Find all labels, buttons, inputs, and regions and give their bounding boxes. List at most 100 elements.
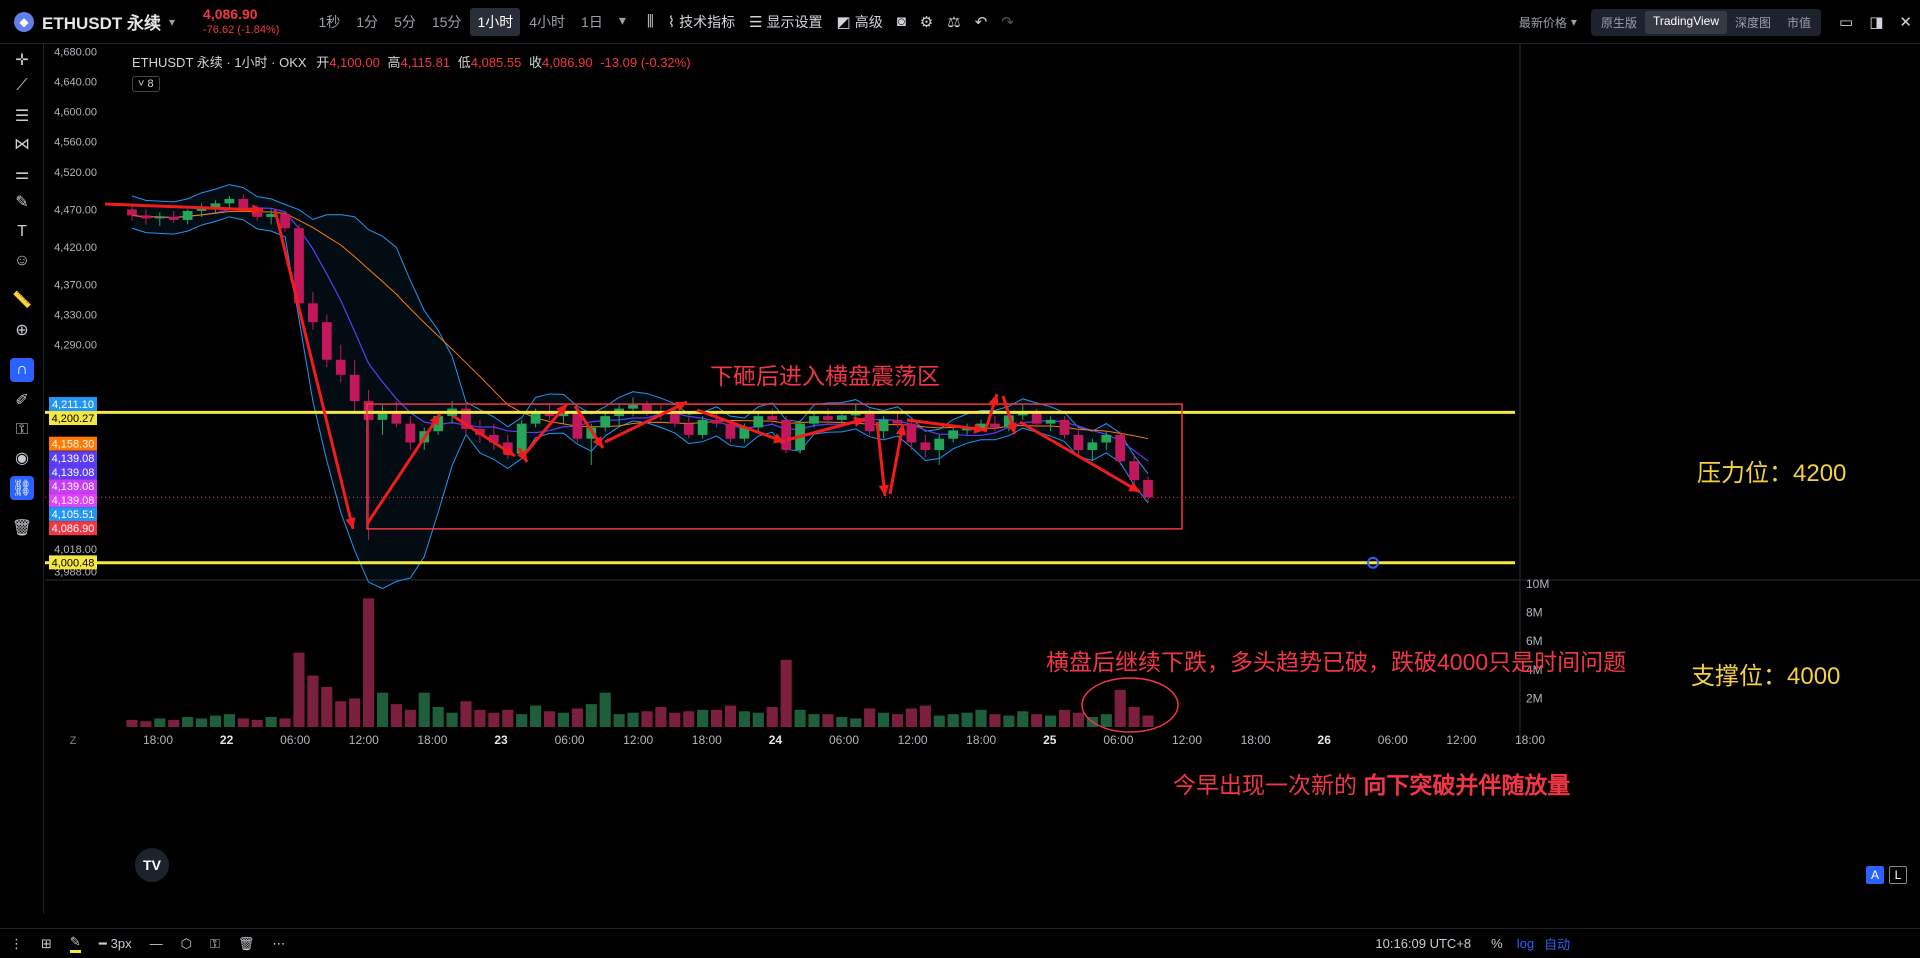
- layout-icon[interactable]: ⊞: [41, 935, 52, 951]
- indicators-button[interactable]: ⌇ 技术指标: [668, 12, 735, 32]
- arrow-head: [675, 402, 687, 412]
- fib-icon[interactable]: ☰: [14, 108, 30, 125]
- candle-type-button[interactable]: ⫼: [647, 13, 654, 30]
- lock-drawing-icon[interactable]: ✐: [15, 392, 29, 409]
- candle-body: [1017, 412, 1028, 416]
- interval-more-chevron-icon[interactable]: ▾: [618, 11, 626, 28]
- symbol-name[interactable]: ETHUSDT 永续: [42, 14, 161, 33]
- collapse-icon[interactable]: ◨: [1869, 14, 1884, 31]
- chevron-down-icon[interactable]: ▾: [1570, 15, 1577, 29]
- view-marketcap[interactable]: 市值: [1787, 15, 1812, 30]
- more-icon[interactable]: ⋯: [272, 935, 286, 951]
- view-switcher: 原生版 TradingView 深度图 市值: [1590, 8, 1822, 36]
- volume-bar: [599, 692, 611, 727]
- auto-toggle[interactable]: 自动: [1544, 937, 1571, 952]
- time-tick-label: 12:00: [349, 733, 379, 747]
- crosshair-icon[interactable]: ✛: [15, 52, 29, 69]
- interval-1s[interactable]: 1秒: [318, 13, 341, 30]
- interval-5m[interactable]: 5分: [394, 13, 416, 30]
- volume-bar: [669, 712, 681, 727]
- drag-handle-icon[interactable]: ⋮: [10, 935, 23, 951]
- price-chart[interactable]: 4,680.00 4,640.00 4,600.00 4,560.00 4,520.00…: [45, 44, 1920, 928]
- volume-bar: [390, 704, 402, 727]
- view-depth[interactable]: 深度图: [1735, 15, 1772, 30]
- price-tick-label: 4,640.00: [54, 77, 97, 89]
- price-tag: [49, 521, 97, 536]
- position-icon[interactable]: ⚌: [14, 166, 30, 183]
- top-right-controls: 最新价格 ▾ 原生版 TradingView 深度图 市值 ▭ ◨ ✕: [1519, 0, 1920, 44]
- chevron-down-icon[interactable]: ▾: [169, 14, 176, 29]
- volume-bar: [195, 718, 208, 727]
- last-price: 4,086.90: [203, 5, 258, 22]
- line-style-icon[interactable]: —: [149, 936, 163, 951]
- trend-arrow: [365, 413, 442, 525]
- lock-icon[interactable]: ⚿: [15, 421, 29, 438]
- price-tag: [49, 397, 97, 412]
- volume-bar: [335, 701, 347, 727]
- compare-button[interactable]: ⚖: [947, 13, 960, 31]
- indicator-icon: ⌇: [667, 13, 676, 31]
- display-settings-button[interactable]: ☰ 显示设置: [749, 12, 822, 32]
- unlock-icon[interactable]: ⚿: [209, 935, 220, 951]
- view-native[interactable]: 原生版: [1600, 15, 1637, 30]
- candle-body: [321, 322, 332, 360]
- emoji-icon[interactable]: ☺: [13, 252, 31, 269]
- log-scale-l-icon[interactable]: L: [1889, 866, 1907, 884]
- brush-icon[interactable]: ✎: [15, 194, 29, 211]
- interval-15m[interactable]: 15分: [431, 13, 462, 30]
- zoom-in-icon[interactable]: ⊕: [15, 322, 29, 339]
- candle-body: [711, 419, 722, 424]
- undo-button[interactable]: ↶: [975, 13, 988, 31]
- bollinger-band-fill: [131, 184, 1149, 589]
- close-icon[interactable]: ✕: [1899, 14, 1912, 31]
- log-toggle[interactable]: log: [1516, 936, 1535, 951]
- interval-1h[interactable]: 1小时: [470, 7, 521, 36]
- price-tick-label: 4,018.00: [54, 544, 97, 556]
- eth-icon: ◆: [14, 11, 34, 32]
- magnet-icon[interactable]: ∩: [10, 358, 34, 382]
- fullscreen-icon[interactable]: ▭: [1839, 14, 1854, 31]
- settings-button[interactable]: ⚙: [920, 13, 933, 31]
- line-width-icon[interactable]: ━: [98, 935, 107, 951]
- price-type-select[interactable]: 最新价格: [1518, 15, 1567, 30]
- advanced-button[interactable]: ◩ 高级: [837, 12, 883, 32]
- legend-title: ETHUSDT 永续 · 1小时 · OKX: [132, 55, 307, 70]
- eye-icon[interactable]: ◉: [15, 450, 29, 467]
- trash-icon[interactable]: 🗑: [237, 935, 255, 951]
- pattern-icon[interactable]: ⋈: [14, 136, 30, 153]
- undo-icon: ↶: [974, 13, 988, 31]
- text-icon[interactable]: T: [17, 223, 27, 240]
- volume-bar: [530, 705, 542, 727]
- indicators-toggle[interactable]: ˅ 8: [132, 76, 160, 92]
- trash-icon[interactable]: 🗑: [11, 520, 33, 537]
- trendline-icon[interactable]: ⟋: [16, 77, 28, 94]
- candle-body: [294, 228, 304, 304]
- auto-scale-a-icon[interactable]: A: [1866, 866, 1884, 884]
- pen-color-icon[interactable]: ✎: [69, 934, 81, 953]
- interval-4h[interactable]: 4小时: [529, 13, 566, 30]
- volume-bar: [168, 719, 180, 727]
- candle-body: [516, 423, 527, 454]
- candle-body: [850, 413, 861, 416]
- interval-1m[interactable]: 1分: [356, 13, 379, 30]
- trend-arrow: [786, 417, 866, 442]
- volume-tick-label: 8M: [1526, 606, 1543, 620]
- link-icon[interactable]: ⛓: [10, 476, 34, 500]
- redo-button[interactable]: ↷: [1001, 13, 1014, 31]
- volume-bar: [293, 652, 305, 727]
- volume-bar: [432, 706, 444, 727]
- volume-bar: [766, 706, 778, 727]
- ruler-icon[interactable]: 📏: [12, 292, 32, 309]
- line-width-value[interactable]: 3px: [110, 936, 132, 951]
- hexagon-icon[interactable]: ⬡: [180, 935, 192, 951]
- candle-body: [600, 416, 611, 428]
- volume-bar: [474, 709, 486, 727]
- candle-body: [906, 423, 917, 443]
- view-tradingview[interactable]: TradingView: [1644, 10, 1728, 34]
- time-tick-label: 06:00: [280, 733, 310, 747]
- volume-bar: [1072, 712, 1085, 727]
- volume-bar: [1114, 689, 1126, 727]
- snapshot-button[interactable]: ◙: [897, 13, 906, 30]
- percent-toggle[interactable]: %: [1491, 936, 1503, 951]
- interval-1d[interactable]: 1日: [581, 13, 603, 30]
